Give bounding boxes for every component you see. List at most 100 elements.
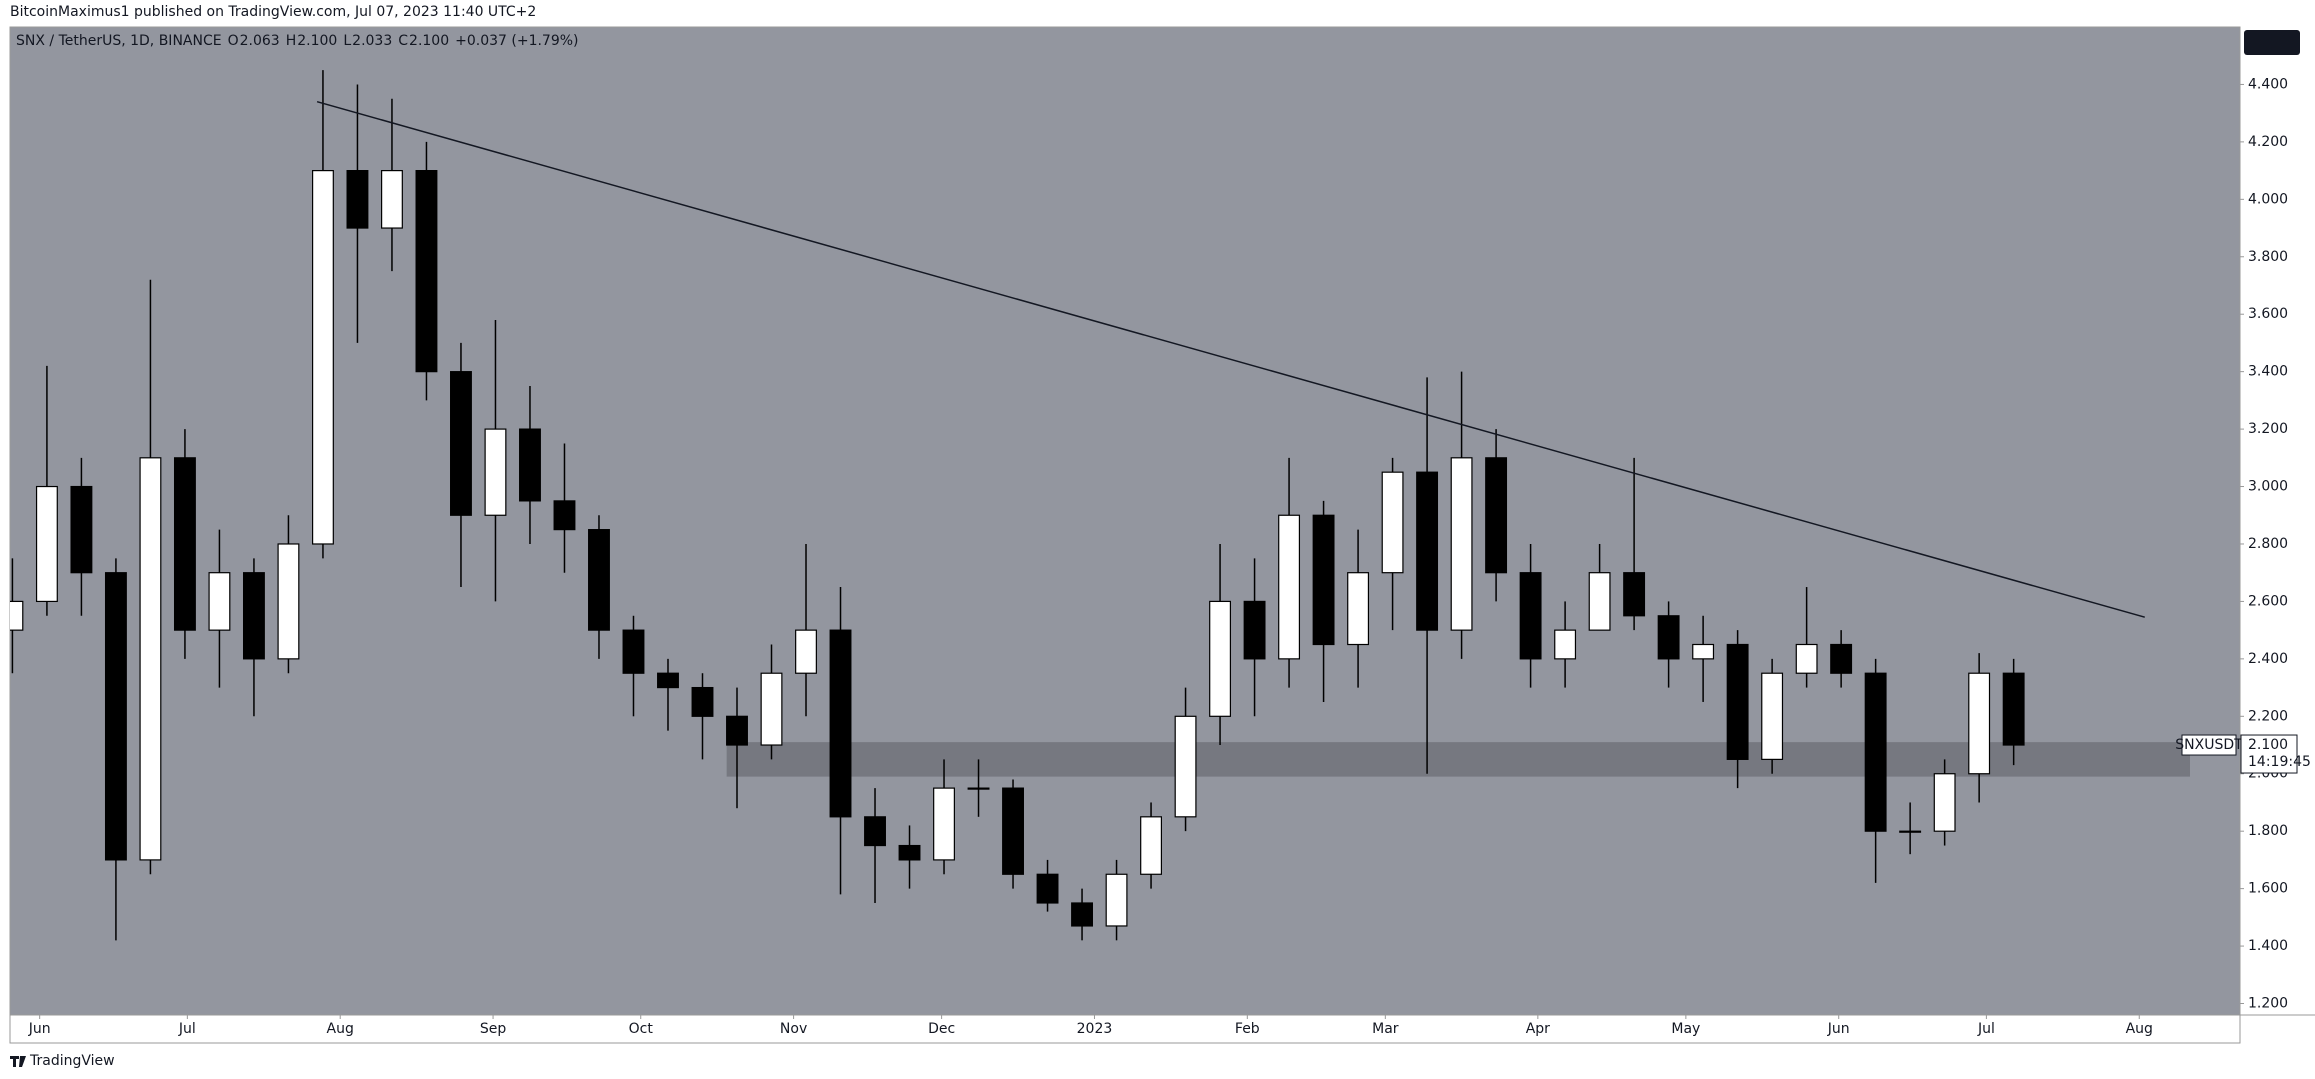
legend-key: C [398,33,408,49]
candle-body [1761,672,1784,760]
candle-body [1692,643,1715,660]
candle-body [2002,672,2025,746]
candle-body [484,428,507,516]
candle-body [1243,600,1266,660]
candle-body [1795,643,1818,674]
x-tick-label: Jun [28,1021,51,1037]
support-zone [726,742,2190,777]
footer-logo [10,1056,26,1067]
y-tick-label: 3.600 [2248,306,2288,322]
candle-body [277,543,300,660]
y-tick-label: 2.200 [2248,708,2288,724]
header-text: BitcoinMaximus1 published on TradingView… [10,4,536,20]
candle-body [967,787,990,790]
x-tick-label: Aug [327,1021,354,1037]
y-tick-label: 3.200 [2248,421,2288,437]
y-tick-label: 3.000 [2248,479,2288,495]
price-tag: 2.100 [2248,737,2288,753]
candle-body [1381,471,1404,574]
candle-body [1485,457,1508,574]
y-tick-label: 1.600 [2248,881,2288,897]
y-tick-label: 2.600 [2248,593,2288,609]
candle-body [760,672,783,746]
x-tick-label: Apr [1526,1021,1550,1037]
legend-key: L [343,33,351,49]
candle-body [795,629,817,674]
candle-body [1347,572,1370,646]
y-tick-label: 1.400 [2248,938,2288,954]
candle-body [1450,457,1473,631]
candle-body [553,500,576,531]
candle-body [450,371,472,516]
candle-body [1209,600,1232,717]
countdown: 14:19:45 [2248,754,2311,770]
legend-value: 2.063 [240,33,280,49]
candle-body [1968,672,1991,775]
y-tick-label: 2.800 [2248,536,2288,552]
candle-body [381,170,403,229]
candle-body [1726,643,1749,760]
x-tick-label: Jul [178,1021,196,1037]
y-tick-label: 1.800 [2248,823,2288,839]
candle-body [1416,471,1439,631]
candle-body [104,572,127,861]
candle-body [139,457,162,861]
x-tick-label: 2023 [1077,1021,1113,1037]
candle-body [1519,572,1542,660]
candle-body [1623,572,1646,617]
candle-body [898,844,921,861]
y-tick-label: 1.200 [2248,996,2288,1012]
candle-body [691,686,714,717]
footer-logo-text: TradingView [29,1053,115,1069]
plot-background [10,27,2240,1015]
candle-body [1071,902,1093,927]
candle-body [1899,830,1922,833]
legend-key: O [228,33,239,49]
candle-body [933,787,955,861]
candle-body [70,485,93,574]
candle-body [726,715,748,746]
x-tick-label: Jun [1827,1021,1850,1037]
symbol-tag: SNXUSDT [2175,737,2243,753]
candle-body [1002,787,1024,875]
x-tick-label: May [1671,1021,1700,1037]
x-tick-label: Feb [1235,1021,1260,1037]
candle-body [588,529,610,631]
y-tick-label: 2.400 [2248,651,2288,667]
legend-value: 2.100 [409,33,449,49]
trendline [316,100,2145,618]
candle-body [657,672,679,689]
x-tick-label: Mar [1372,1021,1399,1037]
x-tick-label: Nov [780,1021,807,1037]
toolbar-button[interactable] [2244,30,2300,55]
candle-body [1657,615,1680,660]
candle-body [1864,672,1887,832]
legend-symbol: SNX / TetherUS, 1D, BINANCE [16,33,222,49]
y-tick-label: 4.400 [2248,76,2288,92]
legend-value: 2.033 [352,33,392,49]
y-tick-label: 4.200 [2248,134,2288,150]
candle-body [1105,873,1128,927]
legend-value: 2.100 [297,33,337,49]
candle-body [1174,715,1197,818]
candle-body [173,457,196,631]
legend-key: H [286,33,297,49]
candle-body [622,629,645,674]
x-tick-label: Jul [1977,1021,1995,1037]
candle-body [312,170,334,545]
candle-body [1554,629,1577,660]
candle-body [208,572,231,631]
candle-body [1588,572,1611,631]
candle-body [1278,514,1301,660]
x-tick-label: Dec [928,1021,955,1037]
x-tick-label: Sep [480,1021,507,1037]
candle-body [415,170,438,373]
candle-body [242,572,265,660]
candle-body [1036,873,1059,904]
candle-body [35,485,58,603]
symbol-tag-box [2181,734,2237,756]
candle-body [829,629,852,818]
price-tag-box [2240,734,2298,774]
candle-body [519,428,541,502]
